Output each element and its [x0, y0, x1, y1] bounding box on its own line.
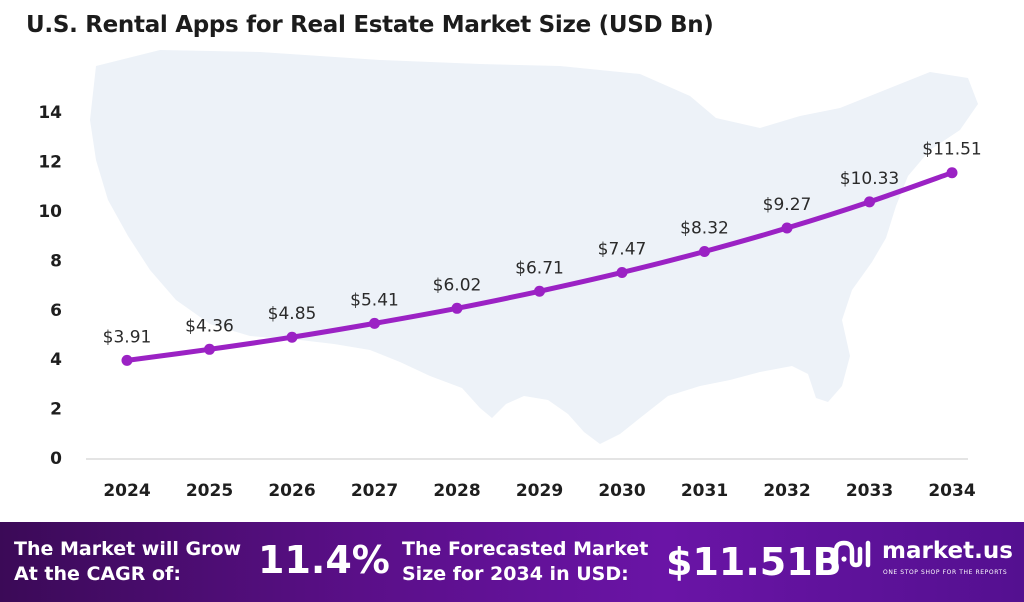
data-point — [946, 167, 958, 179]
brand-name: market.us — [882, 538, 1013, 564]
data-point — [121, 354, 133, 366]
data-point — [699, 245, 710, 257]
forecast-value: $11.51B — [666, 540, 842, 584]
data-label: $4.36 — [185, 316, 234, 336]
x-tick-label: 2032 — [763, 481, 810, 501]
data-point — [864, 196, 875, 208]
data-point — [451, 302, 463, 314]
y-tick-label: 10 — [38, 202, 62, 222]
data-label: $3.91 — [103, 327, 152, 347]
data-label: $8.32 — [680, 218, 729, 238]
x-tick-label: 2028 — [433, 481, 480, 501]
cagr-value: 11.4% — [258, 538, 390, 582]
data-label: $10.33 — [840, 169, 899, 189]
cagr-caption-line-2: At the CAGR of: — [14, 563, 181, 585]
brand-tagline: ONE STOP SHOP FOR THE REPORTS — [883, 569, 1008, 576]
x-tick-label: 2031 — [681, 481, 728, 501]
x-tick-label: 2024 — [103, 481, 150, 501]
data-point — [534, 285, 545, 297]
cagr-caption-line-1: The Market will Grow — [14, 538, 242, 560]
data-point — [204, 343, 215, 355]
y-tick-label: 8 — [50, 251, 62, 271]
x-tick-label: 2034 — [928, 481, 975, 501]
y-tick-label: 14 — [38, 103, 62, 123]
market-us-logo-icon — [833, 540, 871, 568]
data-point — [369, 317, 380, 329]
x-axis-ticks: 2024 2025 2026 2027 2028 2029 2030 2031 2032 2033… — [103, 481, 975, 501]
brand-logo: market.us ONE STOP SHOP FOR THE REPORTS — [832, 536, 1018, 586]
summary-footer: The Market will Grow At the CAGR of: 11.… — [0, 522, 1024, 602]
forecast-caption: The Forecasted Market Size for 2034 in U… — [402, 537, 648, 587]
data-label: $7.47 — [598, 239, 647, 259]
data-point — [781, 222, 793, 234]
data-points — [121, 167, 958, 366]
forecast-caption-line-2: Size for 2034 in USD: — [402, 563, 629, 585]
data-labels: $3.91 $4.36 $4.85 $5.41 $6.02 $6.71 $7.47 $8.32… — [103, 140, 982, 348]
cagr-caption: The Market will Grow At the CAGR of: — [14, 537, 241, 587]
y-tick-label: 12 — [38, 153, 62, 173]
data-label: $6.02 — [433, 275, 482, 295]
x-tick-label: 2030 — [598, 481, 645, 501]
y-axis-ticks: 0 2 4 6 8 10 12 14 — [38, 103, 62, 469]
forecast-caption-line-1: The Forecasted Market — [402, 538, 649, 560]
x-tick-label: 2029 — [516, 481, 563, 501]
y-tick-label: 2 — [50, 400, 62, 420]
x-tick-label: 2025 — [186, 481, 233, 501]
chart-title: U.S. Rental Apps for Real Estate Market … — [26, 12, 714, 38]
data-label: $6.71 — [515, 258, 564, 278]
us-map-background — [90, 50, 978, 444]
y-tick-label: 4 — [50, 350, 62, 370]
x-tick-label: 2027 — [351, 481, 398, 501]
y-tick-label: 0 — [50, 449, 62, 469]
y-tick-label: 6 — [50, 301, 62, 321]
x-tick-label: 2033 — [846, 481, 893, 501]
data-label: $9.27 — [763, 195, 812, 215]
line-chart: 0 2 4 6 8 10 12 14 2024 2025 2026 2027 2028 2029 2030… — [38, 50, 982, 501]
data-label: $5.41 — [350, 290, 399, 310]
data-label: $11.51 — [922, 140, 981, 160]
data-label: $4.85 — [268, 304, 317, 324]
data-point — [286, 331, 298, 343]
x-tick-label: 2026 — [268, 481, 315, 501]
data-point — [616, 266, 628, 278]
